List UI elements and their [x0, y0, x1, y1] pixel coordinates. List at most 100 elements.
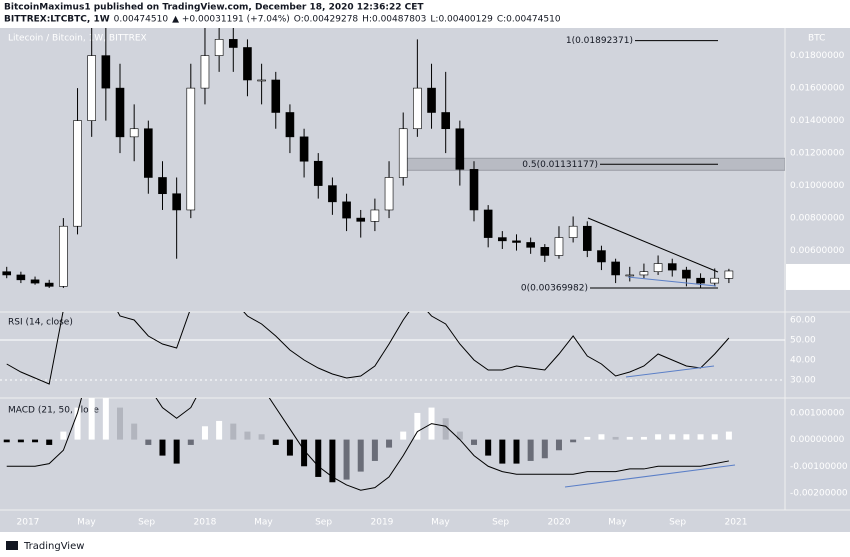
- candle-body: [413, 87, 422, 130]
- histogram-bar: [386, 439, 393, 448]
- candle-body: [512, 240, 521, 243]
- histogram-bar: [400, 431, 407, 440]
- histogram-bar: [301, 439, 308, 467]
- histogram-bar: [46, 439, 53, 445]
- candle-body: [16, 274, 26, 281]
- y-tick-label: -0.00200000: [790, 488, 848, 498]
- histogram-bar: [527, 439, 534, 461]
- x-tick-label: 2017: [17, 518, 40, 528]
- histogram-bar: [725, 431, 732, 440]
- histogram-bar: [74, 407, 81, 440]
- histogram-bar: [187, 439, 194, 445]
- y-tick-label: 0.00000000: [790, 435, 845, 445]
- histogram-bar: [216, 420, 223, 440]
- histogram-bar: [159, 439, 166, 456]
- histogram-bar: [131, 423, 138, 440]
- histogram-bar: [640, 436, 647, 440]
- countdown: 2d 13h: [790, 278, 821, 288]
- candle-body: [427, 87, 436, 113]
- candle-body: [228, 39, 238, 48]
- candle-body: [299, 136, 309, 162]
- candle-body: [483, 209, 493, 238]
- y-tick-label: 60.00: [790, 316, 816, 326]
- candle-body: [384, 177, 394, 211]
- histogram-bar: [499, 439, 506, 464]
- candle-body: [356, 217, 366, 222]
- x-tick-label: 2018: [194, 518, 217, 528]
- x-tick-label: Sep: [315, 518, 332, 528]
- candle-body: [370, 209, 380, 222]
- axis-unit: BTC: [808, 34, 825, 44]
- candle-body: [597, 250, 606, 263]
- y-tick-label: 0.00100000: [790, 408, 845, 418]
- candle-body: [653, 263, 663, 273]
- ohlc-value: 0.00429278: [304, 15, 359, 25]
- histogram-bar: [173, 439, 180, 464]
- divergence-line: [627, 276, 717, 287]
- candle-body: [398, 128, 408, 178]
- y-tick-label: 30.00: [790, 376, 816, 386]
- fib-label: 0.5(0.01131177): [522, 160, 598, 170]
- price-pane: Litecoin / Bitcoin, 1W, BITTREX 1(0.01892…: [2, 28, 785, 293]
- candle-body: [554, 237, 564, 256]
- histogram-bar: [598, 434, 605, 440]
- y-tick-label: 0.01400000: [790, 116, 845, 126]
- logo-icon: [6, 541, 18, 550]
- candle-body: [214, 39, 224, 56]
- histogram-bar: [230, 423, 237, 440]
- x-tick-label: May: [254, 518, 273, 528]
- fib-label: 0(0.00369982): [521, 283, 588, 293]
- histogram-bar: [3, 439, 10, 443]
- fib-label: 1(0.01892371): [566, 36, 633, 46]
- y-tick-label: 0.01200000: [790, 149, 845, 159]
- candle-body: [625, 274, 635, 277]
- ohlc-key: H:: [362, 15, 372, 25]
- price-tag: [786, 263, 850, 290]
- candle-body: [285, 112, 295, 138]
- change: ▲ +0.00031191 (+7.04%): [172, 15, 290, 25]
- divergence-line: [564, 464, 736, 488]
- chart-bg: [0, 28, 850, 532]
- candle-body: [158, 177, 167, 195]
- symbol: BITTREX:LTCBTC, 1W: [4, 15, 110, 25]
- histogram-bar: [244, 431, 251, 440]
- histogram-bar: [32, 439, 39, 443]
- y-tick-label: 0.00600000: [790, 246, 845, 256]
- ohlc-value: 0.00400129: [438, 15, 493, 25]
- candle-body: [455, 128, 465, 170]
- candle-body: [59, 225, 68, 287]
- publisher: BitcoinMaximus1 published on TradingView…: [4, 3, 424, 13]
- ohlc-key: O:: [294, 15, 304, 25]
- candle-body: [568, 225, 578, 238]
- histogram-bar: [485, 439, 492, 456]
- trend-line: [587, 217, 719, 273]
- y-tick-label: -0.00100000: [790, 462, 848, 472]
- candle-body: [710, 277, 720, 284]
- histogram-bar: [711, 434, 718, 440]
- histogram-bar: [513, 439, 520, 464]
- histogram-bar: [88, 398, 95, 440]
- macd-line: [6, 398, 729, 491]
- y-tick-label: 0.00800000: [790, 214, 845, 224]
- x-tick-label: Sep: [669, 518, 686, 528]
- candle-body: [257, 79, 266, 82]
- candle-body: [526, 242, 535, 248]
- candle-body: [73, 120, 82, 227]
- histogram-bar: [329, 439, 336, 483]
- footer-brand: TradingView: [23, 541, 84, 552]
- candle-body: [2, 271, 12, 276]
- candle-body: [87, 55, 96, 121]
- candle-body: [144, 128, 153, 178]
- histogram-bar: [683, 434, 690, 440]
- candle-body: [342, 201, 351, 219]
- candle-body: [611, 261, 620, 276]
- histogram-bar: [456, 431, 463, 440]
- histogram-bar: [371, 439, 378, 461]
- histogram-bar: [414, 412, 421, 440]
- x-tick-label: May: [431, 518, 450, 528]
- candle-body: [667, 263, 677, 271]
- histogram-bar: [442, 418, 449, 440]
- pane-title: RSI (14, close): [8, 318, 73, 328]
- candle-body: [186, 87, 196, 211]
- candle-body: [639, 271, 649, 276]
